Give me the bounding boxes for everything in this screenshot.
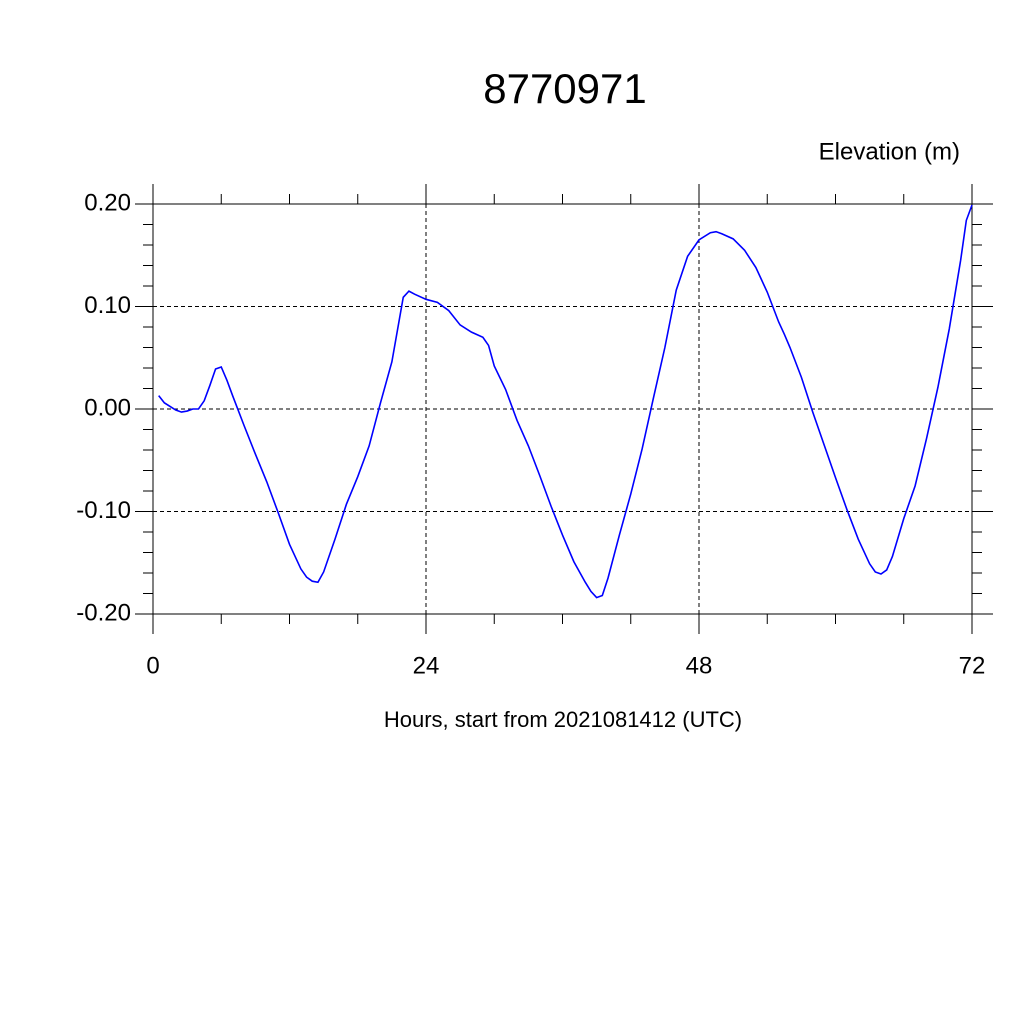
- x-tick-label: 48: [686, 652, 713, 679]
- x-axis-label: Hours, start from 2021081412 (UTC): [384, 707, 742, 732]
- data-line: [158, 204, 973, 599]
- y-tick-label: -0.20: [76, 599, 131, 626]
- y-axis-label: Elevation (m): [819, 138, 960, 165]
- x-tick-label: 0: [146, 652, 159, 679]
- x-tick-label: 72: [959, 652, 986, 679]
- x-tick-label: 24: [413, 652, 440, 679]
- chart-title: 8770971: [483, 65, 647, 112]
- y-tick-label: 0.00: [84, 394, 131, 421]
- y-tick-label: -0.10: [76, 497, 131, 524]
- y-tick-label: 0.20: [84, 189, 131, 216]
- y-tick-label: 0.10: [84, 292, 131, 319]
